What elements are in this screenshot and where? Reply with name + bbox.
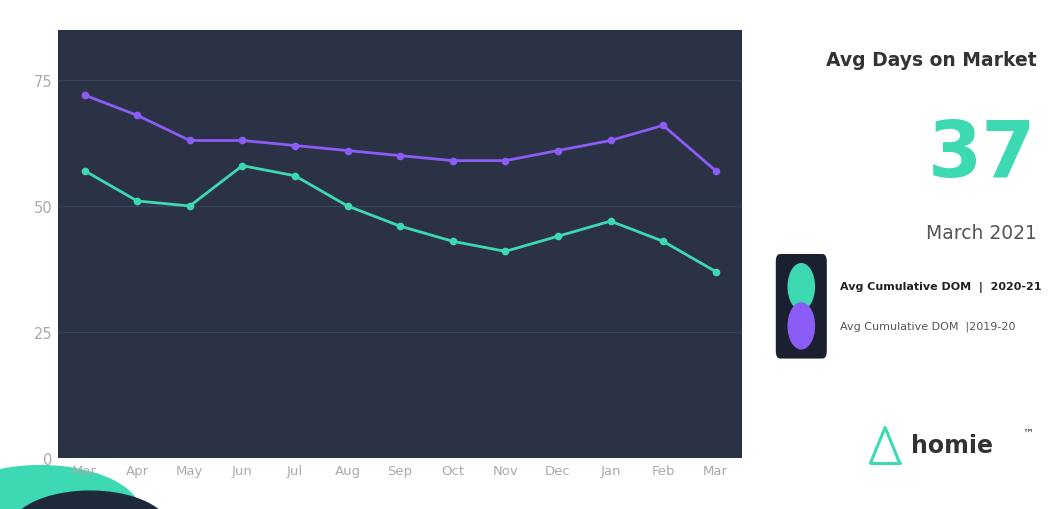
Text: Avg Days on Market: Avg Days on Market — [826, 51, 1037, 70]
Text: Avg Cumulative DOM  |2019-20: Avg Cumulative DOM |2019-20 — [840, 321, 1015, 331]
Text: 37: 37 — [929, 117, 1037, 193]
Circle shape — [789, 303, 814, 349]
Text: March 2021: March 2021 — [925, 224, 1037, 243]
FancyBboxPatch shape — [776, 254, 827, 359]
Text: homie: homie — [912, 433, 993, 458]
Text: ™: ™ — [1022, 428, 1034, 438]
Text: Avg Cumulative DOM  |  2020-21: Avg Cumulative DOM | 2020-21 — [840, 281, 1041, 293]
Text: 37: 37 — [747, 260, 780, 284]
Circle shape — [789, 264, 814, 310]
Text: 57: 57 — [747, 159, 780, 183]
